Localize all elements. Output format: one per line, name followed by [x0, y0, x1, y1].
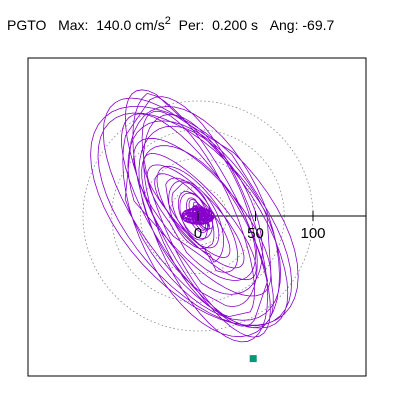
station-name: PGTO [7, 17, 47, 33]
angle-label: Ang: [269, 17, 299, 33]
x-tick-label-50: 50 [247, 225, 264, 242]
end-marker [249, 355, 257, 363]
max-label: Max: [58, 17, 89, 33]
x-ticks: 0 50 100 [194, 211, 326, 242]
max-value: 140.0 cm/s [96, 17, 165, 33]
orbit-path [90, 89, 299, 343]
max-exponent: 2 [164, 15, 171, 27]
period-label: Per: [178, 17, 205, 33]
end-marker-group [249, 355, 257, 363]
plot-frame [27, 57, 367, 377]
x-tick-label-0: 0 [194, 225, 202, 242]
angle-value: -69.7 [302, 17, 335, 33]
chart-title: PGTO Max: 140.0 cm/s2 Per: 0.200 s Ang: … [7, 15, 335, 33]
orbit-center [181, 207, 216, 225]
period-value: 0.200 s [212, 17, 259, 33]
x-tick-label-100: 100 [300, 225, 325, 242]
particle-orbit [90, 89, 299, 343]
